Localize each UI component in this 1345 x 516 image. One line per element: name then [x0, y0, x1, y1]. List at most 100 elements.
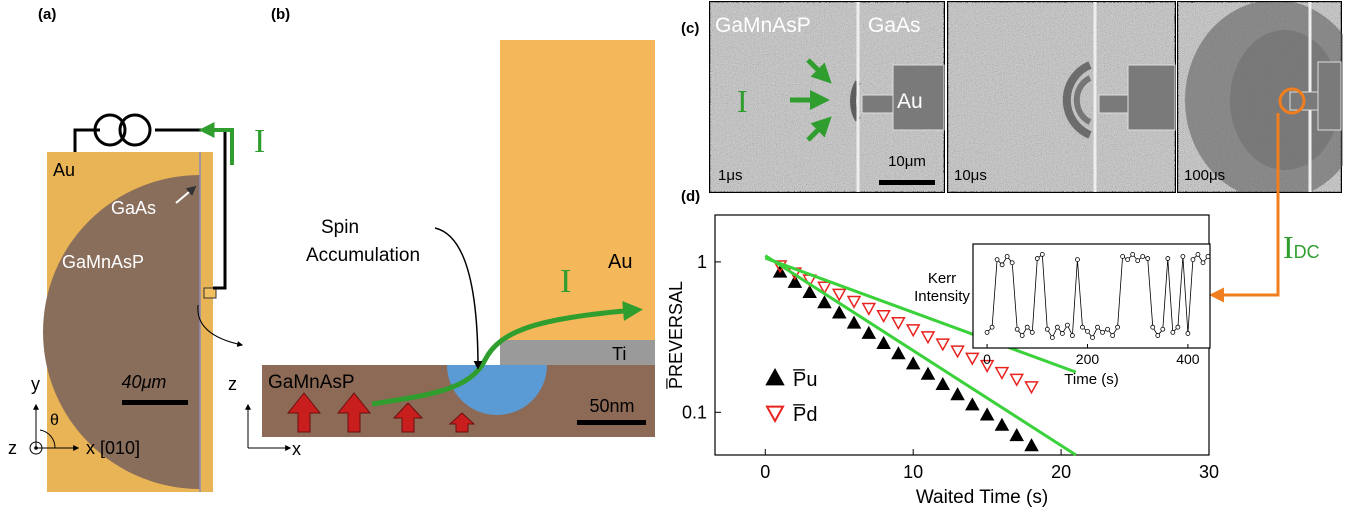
probe-arrow	[1209, 113, 1280, 303]
scale-label: 40μm	[122, 372, 167, 392]
legend-label: P̅d	[793, 403, 817, 426]
scale-bar	[879, 180, 935, 185]
signal-point	[1125, 257, 1131, 263]
signal-point	[1049, 335, 1055, 341]
signal-point	[1165, 256, 1171, 261]
signal-point	[1014, 326, 1020, 332]
x-tick-label: 0	[983, 351, 991, 367]
signal-point	[1029, 329, 1035, 335]
signal-point	[1110, 333, 1115, 338]
signal-point	[1059, 331, 1065, 336]
current-path	[371, 301, 643, 407]
data-point	[817, 295, 832, 309]
zoom-arrow	[197, 304, 244, 347]
axis-z-label: z	[228, 374, 237, 394]
data-point	[846, 295, 862, 309]
y-tick-label: 1	[697, 252, 707, 272]
current-arrows	[790, 58, 832, 142]
signal-point	[1034, 256, 1040, 261]
pointer	[434, 227, 483, 370]
data-point	[994, 366, 1010, 381]
signal-point	[1175, 324, 1181, 330]
kerr-image: 100μs	[1177, 1, 1343, 193]
gamnasp-label: GaMnAsP	[62, 252, 144, 272]
data-point	[905, 324, 921, 338]
signal-point	[1075, 257, 1080, 263]
signal-point	[1195, 251, 1201, 257]
signal-point	[1120, 254, 1126, 259]
circuit-wire	[73, 128, 227, 290]
signal-point	[1054, 324, 1060, 330]
x-tick-label: 20	[1051, 462, 1071, 482]
gaas-label: GaAs	[868, 14, 921, 37]
signal-point	[1200, 260, 1206, 266]
signal-point	[1170, 329, 1176, 335]
au-label: Au	[897, 90, 923, 113]
data-point	[1024, 438, 1039, 452]
y-axis-label: P̅REVERSAL	[666, 281, 686, 390]
data-point	[950, 345, 965, 359]
y-axis-label: Intensity	[914, 288, 970, 305]
x-tick-label: 0	[760, 462, 770, 482]
panel-label: (b)	[271, 6, 290, 23]
axis-theta-label: θ	[50, 412, 59, 429]
contact-pad	[203, 287, 217, 299]
spin-label: Spin	[321, 217, 359, 238]
signal-point	[1019, 333, 1025, 338]
signal-point	[984, 329, 990, 335]
legend-label: P̅u	[793, 368, 817, 391]
signal-point	[1190, 257, 1196, 263]
axis-z	[29, 441, 43, 455]
gamnasp-mesa	[43, 175, 200, 489]
data-point	[831, 305, 847, 319]
data-point	[787, 274, 803, 288]
signal-point	[1100, 329, 1105, 335]
panel-c: (c) GaMnAsP GaAs Au I 1μs 10μm 10μs 100μ…	[681, 1, 1343, 303]
legend-marker	[765, 367, 785, 386]
signal-point	[1155, 333, 1161, 338]
signal-point	[1135, 258, 1141, 264]
data-point	[920, 331, 936, 345]
spin-label: Accumulation	[306, 245, 420, 266]
dc-subscript: DC	[1294, 242, 1320, 262]
x-tick-label: 200	[1076, 351, 1100, 367]
y-axis-label: Kerr	[928, 270, 956, 287]
axis-x-label: x [010]	[86, 438, 140, 458]
data-point	[1009, 373, 1024, 387]
au-label: Au	[53, 160, 75, 180]
data-point	[846, 315, 862, 329]
data-point	[935, 338, 951, 352]
y-tick-label: 0.1	[682, 402, 707, 422]
x-axis-label: Waited Time (s)	[916, 487, 1048, 508]
panel-label: (d)	[681, 188, 700, 205]
signal-point	[1160, 326, 1166, 332]
au-label: Au	[608, 251, 632, 273]
data-point	[817, 281, 832, 295]
gamnasp-label: GaMnAsP	[715, 14, 811, 37]
au-layer	[500, 40, 655, 340]
axis-x-label: x	[292, 439, 301, 459]
signal-point	[1115, 324, 1121, 330]
panel-a: (a) I Au GaAs GaMnAsP 40μm y θ z x [010]	[8, 6, 265, 492]
data-point	[891, 317, 906, 331]
angle-arc	[39, 429, 56, 449]
data-point	[965, 352, 980, 366]
signal-point	[1185, 331, 1191, 336]
data-point	[950, 387, 965, 401]
scale-label: 50nm	[589, 396, 634, 416]
legend-marker	[765, 405, 785, 424]
x-axis-label: Time (s)	[1064, 371, 1118, 388]
signal-point	[1105, 326, 1110, 332]
data-point	[876, 309, 891, 324]
current-label: I	[254, 123, 265, 160]
dc-current-label: IDC	[1283, 229, 1320, 265]
signal-point	[1150, 324, 1156, 330]
signal-point	[1145, 256, 1151, 261]
signal-point	[1004, 254, 1010, 259]
data-point	[861, 302, 877, 316]
panel-label: (a)	[38, 6, 56, 23]
signal-point	[1140, 254, 1146, 259]
time-label: 100μs	[1184, 167, 1225, 184]
signal-point	[1070, 333, 1075, 338]
